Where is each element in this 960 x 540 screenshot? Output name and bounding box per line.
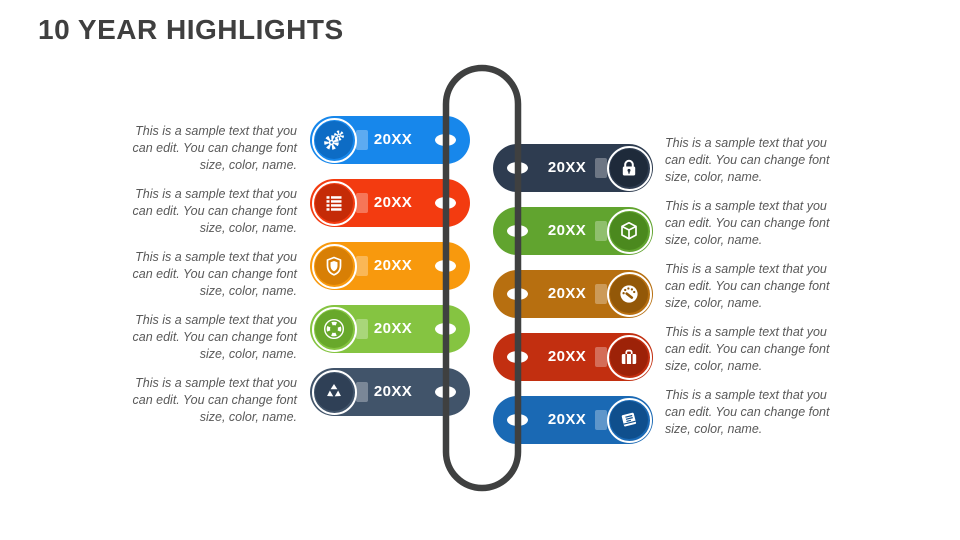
gauge-icon bbox=[618, 283, 640, 305]
icon-tab bbox=[595, 158, 607, 178]
icon-circle bbox=[610, 338, 648, 376]
icon-tab bbox=[595, 284, 607, 304]
connector-hole bbox=[507, 351, 528, 363]
item-description[interactable]: This is a sample text that you can edit.… bbox=[132, 250, 297, 298]
item-description[interactable]: This is a sample text that you can edit.… bbox=[665, 388, 830, 436]
year-pill[interactable]: 20XX bbox=[310, 305, 470, 353]
item-description[interactable]: This is a sample text that you can edit.… bbox=[132, 313, 297, 361]
year-pill[interactable]: 20XX bbox=[493, 396, 653, 444]
lifebuoy-icon bbox=[323, 318, 345, 340]
year-pill[interactable]: 20XX bbox=[493, 207, 653, 255]
icon-tab bbox=[356, 319, 368, 339]
icon-ring bbox=[311, 180, 357, 226]
icon-ring bbox=[311, 117, 357, 163]
year-label: 20XX bbox=[547, 348, 587, 365]
connector-hole bbox=[435, 134, 456, 146]
book-icon bbox=[618, 409, 640, 431]
year-pill[interactable]: 20XX bbox=[310, 116, 470, 164]
icon-tab bbox=[356, 256, 368, 276]
lock-icon bbox=[618, 157, 640, 179]
year-label: 20XX bbox=[373, 194, 413, 211]
icon-circle bbox=[610, 149, 648, 187]
briefcase-icon bbox=[618, 346, 640, 368]
icon-tab bbox=[595, 410, 607, 430]
icon-circle bbox=[315, 310, 353, 348]
connector-hole bbox=[435, 386, 456, 398]
recycle-icon bbox=[323, 381, 345, 403]
cube-icon bbox=[618, 220, 640, 242]
year-label: 20XX bbox=[547, 411, 587, 428]
gears-icon bbox=[323, 129, 345, 151]
icon-circle bbox=[315, 184, 353, 222]
item-description[interactable]: This is a sample text that you can edit.… bbox=[132, 124, 297, 172]
year-label: 20XX bbox=[373, 257, 413, 274]
connector-hole bbox=[507, 225, 528, 237]
icon-tab bbox=[595, 347, 607, 367]
year-label: 20XX bbox=[373, 320, 413, 337]
item-description[interactable]: This is a sample text that you can edit.… bbox=[665, 199, 830, 247]
icon-circle bbox=[610, 275, 648, 313]
list-icon bbox=[323, 192, 345, 214]
year-label: 20XX bbox=[373, 383, 413, 400]
icon-ring bbox=[606, 145, 652, 191]
icon-ring bbox=[606, 334, 652, 380]
year-label: 20XX bbox=[373, 131, 413, 148]
icon-ring bbox=[606, 208, 652, 254]
icon-tab bbox=[356, 382, 368, 402]
item-description[interactable]: This is a sample text that you can edit.… bbox=[665, 136, 830, 184]
icon-circle bbox=[610, 401, 648, 439]
icon-tab bbox=[595, 221, 607, 241]
year-pill[interactable]: 20XX bbox=[310, 179, 470, 227]
connector-hole bbox=[435, 260, 456, 272]
icon-ring bbox=[311, 306, 357, 352]
connector-hole bbox=[507, 162, 528, 174]
icon-ring bbox=[311, 243, 357, 289]
year-pill[interactable]: 20XX bbox=[493, 270, 653, 318]
item-description[interactable]: This is a sample text that you can edit.… bbox=[665, 262, 830, 310]
icon-tab bbox=[356, 193, 368, 213]
icon-circle bbox=[610, 212, 648, 250]
connector-hole bbox=[435, 197, 456, 209]
year-pill[interactable]: 20XX bbox=[310, 242, 470, 290]
shield-icon bbox=[323, 255, 345, 277]
icon-ring bbox=[606, 397, 652, 443]
icon-circle bbox=[315, 121, 353, 159]
year-label: 20XX bbox=[547, 159, 587, 176]
connector-hole bbox=[435, 323, 456, 335]
year-label: 20XX bbox=[547, 222, 587, 239]
icon-circle bbox=[315, 373, 353, 411]
item-description[interactable]: This is a sample text that you can edit.… bbox=[132, 187, 297, 235]
year-pill[interactable]: 20XX bbox=[310, 368, 470, 416]
year-label: 20XX bbox=[547, 285, 587, 302]
year-pill[interactable]: 20XX bbox=[493, 333, 653, 381]
icon-circle bbox=[315, 247, 353, 285]
slide-title[interactable]: 10 YEAR HIGHLIGHTS bbox=[38, 14, 344, 45]
connector-hole bbox=[507, 414, 528, 426]
icon-ring bbox=[606, 271, 652, 317]
year-pill[interactable]: 20XX bbox=[493, 144, 653, 192]
item-description[interactable]: This is a sample text that you can edit.… bbox=[665, 325, 830, 373]
icon-ring bbox=[311, 369, 357, 415]
icon-tab bbox=[356, 130, 368, 150]
item-description[interactable]: This is a sample text that you can edit.… bbox=[132, 376, 297, 424]
connector-hole bbox=[507, 288, 528, 300]
